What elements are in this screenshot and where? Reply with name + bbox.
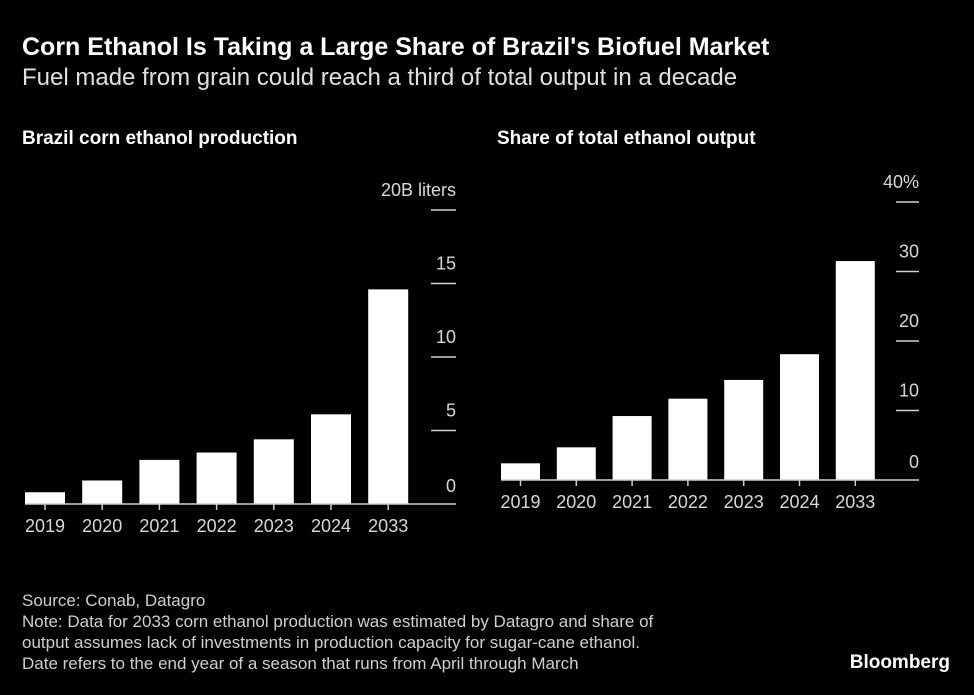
right-xtick-label: 2022: [668, 492, 708, 512]
right-bar-2019: [501, 463, 540, 480]
left-xtick-label: 2024: [311, 516, 351, 536]
left-bar-2019: [25, 492, 65, 504]
bloomberg-logo: Bloomberg: [849, 652, 950, 673]
note-line-1: Note: Data for 2033 corn ethanol product…: [22, 612, 654, 631]
right-bar-2024: [780, 354, 819, 480]
left-xtick-label: 2019: [25, 516, 65, 536]
right-ytick-label: 30: [899, 242, 919, 262]
left-xtick-label: 2033: [368, 516, 408, 536]
left-bar-2024: [311, 414, 351, 504]
left-bar-2023: [253, 439, 294, 504]
left-xtick-label: 2021: [139, 516, 179, 536]
right-xtick-label: 2033: [835, 492, 875, 512]
left-xtick-label: 2020: [82, 516, 122, 536]
right-bar-2022: [668, 398, 708, 480]
right-ytick-label: 0: [909, 452, 919, 472]
left-bar-2022: [196, 452, 237, 504]
right-ytick-label: 40%: [883, 172, 919, 192]
right-bar-2033: [835, 261, 875, 480]
note-line-2: output assumes lack of investments in pr…: [22, 633, 641, 652]
left-ytick-label: 20B liters: [381, 180, 456, 200]
right-ytick-label: 10: [899, 381, 919, 401]
left-ytick-label: 15: [436, 254, 456, 274]
left-ytick-label: 0: [446, 476, 456, 496]
left-ytick-label: 10: [436, 327, 456, 347]
right-bar-2020: [556, 447, 596, 480]
left-panel-title: Brazil corn ethanol production: [22, 128, 298, 149]
chart-subtitle: Fuel made from grain could reach a third…: [22, 64, 738, 91]
left-xtick-label: 2023: [254, 516, 294, 536]
right-xtick-label: 2020: [556, 492, 596, 512]
right-bar-2023: [724, 379, 764, 480]
left-bar-2020: [82, 480, 123, 504]
source-note: Source: Conab, Datagro: [22, 591, 206, 610]
left-bar-2021: [139, 459, 180, 504]
right-xtick-label: 2019: [500, 492, 540, 512]
right-xtick-label: 2023: [724, 492, 764, 512]
chart-title: Corn Ethanol Is Taking a Large Share of …: [22, 33, 770, 61]
right-panel-title: Share of total ethanol output: [497, 128, 756, 149]
right-ytick-label: 20: [899, 311, 919, 331]
left-xtick-label: 2022: [197, 516, 237, 536]
right-bar-2021: [612, 416, 652, 480]
note-line-3: Date refers to the end year of a season …: [22, 654, 579, 673]
right-xtick-label: 2021: [612, 492, 652, 512]
left-ytick-label: 5: [446, 401, 456, 421]
left-bar-2033: [368, 289, 409, 504]
right-xtick-label: 2024: [779, 492, 819, 512]
